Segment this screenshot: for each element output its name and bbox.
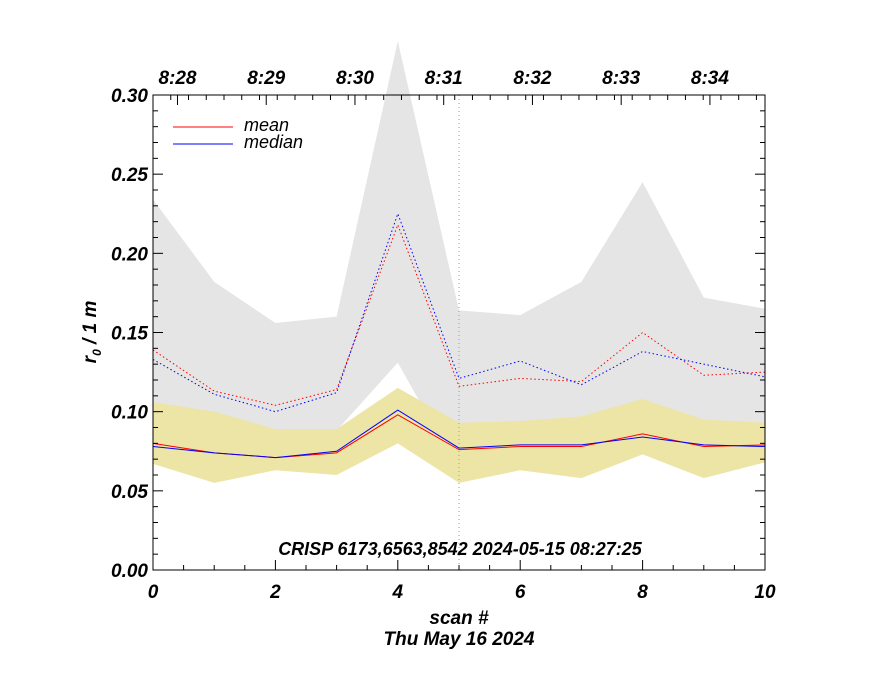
y-axis-label-main: r [80, 354, 101, 363]
x-tick-label: 0 [148, 582, 159, 603]
x-tick-label: 8 [637, 582, 648, 603]
tick-labels: 0 2 4 6 8 10 0.00 0.05 0.10 0.15 0.20 0.25 0.30 8:28 8… [111, 68, 776, 603]
top-time-label: 8:34 [691, 68, 729, 89]
y-tick-label: 0.20 [111, 244, 148, 265]
series-median [152, 409, 766, 459]
y-axis-label-rest: / 1 m [80, 301, 101, 350]
band-upper_spread [153, 41, 765, 472]
chart-annotation: CRISP 6173,6563,8542 2024-05-15 08:27:25 [278, 539, 643, 559]
y-tick-label: 0.25 [111, 165, 148, 186]
x-tick-label: 6 [515, 582, 526, 603]
y-tick-label: 0.10 [111, 403, 148, 424]
x-axis-label: scan # [429, 608, 489, 629]
y-tick-label: 0.05 [111, 482, 148, 503]
top-time-label: 8:28 [158, 68, 196, 89]
legend-label-mean: mean [244, 115, 289, 135]
y-tick-label: 0.30 [111, 86, 148, 107]
y-axis-label: r0 / 1 m [80, 301, 104, 364]
legend: mean median [173, 115, 303, 152]
top-time-label: 8:31 [425, 68, 463, 89]
axis-ticks [152, 94, 766, 571]
y-axis-label-subscript: 0 [90, 349, 104, 356]
x-tick-label: 2 [269, 582, 281, 603]
x-tick-label: 4 [392, 582, 404, 603]
series-median_upper [152, 212, 766, 413]
top-time-label: 8:33 [602, 68, 640, 89]
legend-label-median: median [244, 132, 303, 152]
top-time-label: 8:30 [336, 68, 374, 89]
y-tick-label: 0.15 [111, 324, 148, 345]
x-tick-label: 10 [754, 582, 776, 603]
y-tick-label: 0.00 [111, 561, 148, 582]
series-mean_upper [152, 223, 766, 406]
date-label: Thu May 16 2024 [383, 629, 534, 650]
top-time-label: 8:32 [513, 68, 551, 89]
top-time-label: 8:29 [247, 68, 285, 89]
series-lines [152, 212, 766, 459]
